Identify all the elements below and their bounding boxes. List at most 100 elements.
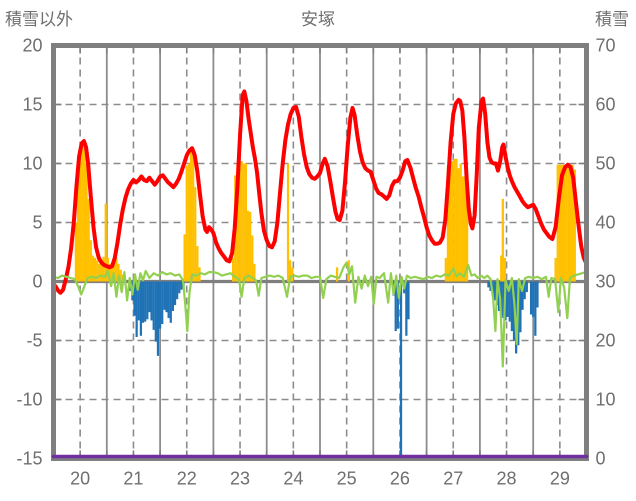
blue-bars (525, 281, 528, 293)
orange-bars (192, 149, 195, 282)
orange-bars (117, 263, 120, 282)
orange-bars (567, 164, 570, 282)
right-axis-tick-label: 0 (596, 449, 606, 469)
blue-bars (519, 281, 522, 333)
orange-bars (455, 158, 458, 282)
right-axis-tick-label: 30 (596, 272, 616, 292)
orange-bars (444, 257, 447, 282)
blue-bars (144, 281, 147, 322)
blue-bars (137, 281, 140, 321)
orange-bars (96, 260, 99, 282)
blue-bars (139, 281, 143, 336)
blue-bars (502, 281, 505, 319)
left-axis-tick-label: 5 (32, 213, 42, 233)
orange-bars (246, 210, 250, 282)
blue-bars (493, 281, 496, 301)
orange-bars (240, 161, 243, 282)
orange-bars (571, 164, 574, 282)
x-axis-tick-label: 28 (497, 469, 517, 489)
orange-bars (108, 263, 112, 282)
left-axis-tick-label: -5 (26, 331, 42, 351)
orange-bars (242, 163, 245, 282)
x-axis-tick-label: 26 (390, 469, 410, 489)
orange-bars (185, 165, 188, 282)
blue-bars (161, 281, 164, 324)
orange-bars (244, 163, 248, 282)
orange-bars (446, 165, 450, 282)
orange-bars (453, 158, 456, 282)
x-axis-tick-label: 23 (230, 469, 250, 489)
blue-bars (135, 281, 138, 337)
blue-bars (407, 281, 410, 320)
orange-bars (187, 163, 190, 282)
chart-title: 安塚 (301, 10, 335, 29)
blue-bars (534, 281, 537, 336)
left-axis-tick-label: -15 (16, 449, 42, 469)
right-axis-tick-label: 60 (596, 95, 616, 115)
orange-bars (74, 222, 78, 282)
left-axis-title: 積雪以外 (5, 10, 73, 29)
blue-bars (171, 281, 175, 311)
blue-bars (146, 281, 149, 320)
orange-bars (115, 257, 118, 282)
orange-bars (196, 246, 199, 282)
left-axis-tick-label: 10 (22, 154, 42, 174)
plot-frame (51, 43, 589, 461)
blue-bars (163, 281, 166, 310)
blue-bars (158, 281, 162, 329)
blue-bars (510, 281, 513, 332)
orange-bars (183, 234, 186, 282)
x-axis-tick-label: 27 (443, 469, 463, 489)
orange-bars (562, 164, 566, 282)
blue-bars (154, 281, 157, 342)
orange-bars (249, 211, 252, 282)
x-axis-tick-label: 20 (70, 469, 90, 489)
x-axis-tick-label: 24 (283, 469, 303, 489)
right-axis-tick-label: 20 (596, 331, 616, 351)
orange-bars (113, 260, 116, 282)
orange-bars (451, 161, 454, 282)
left-axis-tick-label: 0 (32, 272, 42, 292)
orange-bars (87, 198, 90, 282)
blue-bars (506, 281, 509, 317)
right-axis-tick-label: 70 (596, 36, 616, 56)
blue-bars (150, 281, 153, 321)
blue-bars (176, 281, 179, 300)
orange-bars (102, 256, 105, 282)
orange-bars (238, 161, 241, 282)
blue-bars (133, 281, 136, 316)
orange-bars (448, 163, 452, 282)
orange-bars (461, 176, 464, 282)
blue-bars (487, 281, 490, 288)
left-axis-tick-label: 15 (22, 95, 42, 115)
orange-bars (81, 142, 84, 282)
blue-bars (178, 281, 181, 294)
x-axis-tick-label: 21 (123, 469, 143, 489)
orange-bars (457, 168, 460, 282)
orange-bars (569, 164, 572, 282)
red-line (51, 89, 588, 295)
orange-bars (111, 267, 114, 282)
blue-bars (521, 281, 524, 310)
orange-bars (106, 257, 109, 282)
blue-bars (152, 281, 155, 330)
orange-bars (100, 260, 103, 282)
orange-bars (560, 164, 564, 282)
orange-bars (104, 203, 107, 282)
orange-bars (189, 151, 193, 282)
orange-bars (89, 240, 92, 282)
blue-bars (167, 281, 170, 319)
left-axis-tick-label: 20 (22, 36, 42, 56)
orange-bars (558, 164, 561, 282)
blue-bars (141, 281, 145, 323)
orange-bars (565, 164, 568, 282)
blue-bars (173, 281, 177, 306)
orange-bars (289, 260, 292, 282)
orange-bars (253, 263, 256, 282)
blue-bars (399, 281, 403, 459)
blue-bars (532, 281, 535, 317)
orange-bars (501, 198, 504, 282)
blue-bars (536, 281, 539, 308)
orange-bars (194, 187, 197, 282)
blue-bars (529, 281, 533, 315)
